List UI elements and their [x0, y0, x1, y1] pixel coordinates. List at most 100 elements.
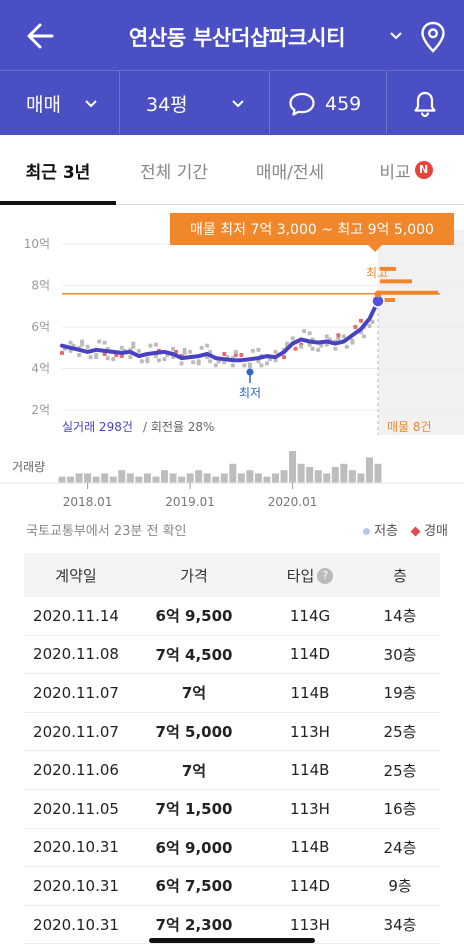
transaction-dot [139, 359, 144, 364]
tab-recent-3-years[interactable]: 최근 3년 [0, 135, 116, 205]
divider [386, 71, 387, 136]
volume-bar [246, 470, 254, 483]
transaction-dot [350, 340, 355, 345]
period-tabs: 최근 3년 전체 기간 매매/전세 비교 N [0, 135, 464, 205]
notification-button[interactable] [412, 71, 442, 136]
row-date: 2020.11.07 [33, 722, 119, 741]
transaction-dot [367, 323, 372, 328]
volume-bar [152, 476, 160, 483]
table-row[interactable]: 2020.11.08 7억 4,500 114D 30층 [24, 636, 440, 675]
row-floor: 34층 [383, 916, 417, 935]
col-header-floor: 층 [393, 566, 407, 585]
transaction-dot [119, 354, 124, 359]
high-label: 최고 [366, 266, 388, 280]
source-note: 국토교통부에서 23분 전 확인 [26, 524, 187, 539]
volume-bar [314, 470, 322, 483]
transaction-dot [293, 346, 298, 351]
volume-bar [58, 476, 66, 483]
low-label: 최저 [239, 386, 261, 400]
low-marker [246, 368, 254, 376]
row-type: 113H [290, 722, 330, 741]
y-tick-label: 10억 [24, 237, 50, 251]
listing-bar [380, 279, 412, 284]
transaction-dot [233, 353, 238, 358]
table-row[interactable]: 2020.10.31 7억 2,300 113H 34층 [24, 906, 440, 945]
tab-compare[interactable]: 비교 N [348, 135, 464, 205]
row-floor: 16층 [383, 800, 417, 819]
source-row: 국토교통부에서 23분 전 확인 저층 경매 [26, 520, 448, 544]
row-floor: 19층 [383, 684, 417, 703]
transaction-dot [361, 334, 366, 339]
transaction-dot [199, 345, 204, 350]
row-date: 2020.11.14 [33, 606, 119, 625]
volume-bar [272, 473, 280, 483]
transaction-dot [94, 355, 99, 360]
transaction-dot [242, 363, 247, 368]
back-arrow-icon[interactable] [22, 16, 62, 56]
transaction-dot [119, 345, 124, 350]
volume-bar [143, 473, 151, 483]
row-date: 2020.11.08 [33, 645, 119, 664]
transaction-dot [353, 325, 358, 329]
transaction-dot [336, 333, 341, 338]
help-icon[interactable]: ? [317, 568, 334, 584]
y-tick-label: 8억 [31, 279, 50, 293]
volume-bar [289, 451, 297, 483]
transaction-dot [131, 341, 136, 346]
transaction-dot [80, 339, 85, 344]
table-row[interactable]: 2020.10.31 6억 7,500 114D 9층 [24, 867, 440, 906]
high-marker [374, 290, 382, 298]
divider [269, 71, 270, 136]
table-row[interactable]: 2020.11.07 7억 114B 19층 [24, 674, 440, 713]
size-label: 34평 [146, 94, 188, 116]
col-header-type[interactable]: 타입? [260, 565, 360, 586]
row-date: 2020.11.05 [33, 799, 119, 818]
transaction-dot [128, 355, 133, 360]
transaction-dot [171, 346, 176, 351]
transaction-dot [259, 363, 264, 368]
transaction-dot [188, 349, 193, 354]
size-dropdown[interactable]: 34평 [146, 71, 256, 136]
volume-bar [306, 467, 314, 483]
row-price: 6억 9,500 [155, 607, 233, 626]
dot-icon [363, 528, 371, 535]
tab-label: 비교 [379, 162, 411, 183]
transaction-dot [153, 342, 158, 347]
transaction-dot [205, 343, 210, 348]
table-header: 계약일 가격 타입? 층 [24, 553, 440, 597]
transaction-dot [273, 349, 278, 354]
chevron-down-icon[interactable] [386, 26, 406, 46]
transaction-dot [250, 348, 255, 353]
volume-bar [160, 470, 168, 483]
row-price: 7억 5,000 [155, 723, 233, 742]
tab-all-period[interactable]: 전체 기간 [116, 135, 232, 205]
price-chart[interactable]: 10억 8억 6억 4억 2억 최고 최저 실거래 298건 / 회전율 28% 매물 … [0, 205, 464, 515]
complex-title[interactable]: 연산동 부산더샵파크시티 [128, 26, 346, 50]
table-row[interactable]: 2020.10.31 6억 9,000 114B 24층 [24, 829, 440, 868]
row-floor: 25층 [383, 723, 417, 742]
transaction-dot [358, 318, 363, 323]
tab-label: 전체 기간 [140, 162, 208, 183]
transaction-dot [282, 355, 287, 360]
tab-sale-jeonse[interactable]: 매매/전세 [232, 135, 348, 205]
table-row[interactable]: 2020.11.07 7억 5,000 113H 25층 [24, 713, 440, 752]
transaction-dot [182, 347, 187, 352]
location-pin-icon[interactable] [418, 20, 448, 54]
chevron-down-icon [231, 99, 244, 107]
listing-bar [380, 298, 395, 303]
volume-bar [67, 476, 75, 483]
volume-bar [92, 476, 100, 483]
deal-type-dropdown[interactable]: 매매 [26, 71, 116, 136]
volume-bar [178, 476, 186, 483]
row-date: 2020.11.07 [33, 683, 119, 702]
table-row[interactable]: 2020.11.14 6억 9,500 114G 14층 [24, 597, 440, 636]
volume-bar [263, 476, 271, 483]
volume-label: 거래량 [12, 460, 45, 474]
row-date: 2020.11.06 [33, 761, 119, 780]
transaction-dot [310, 346, 315, 351]
table-row[interactable]: 2020.11.06 7억 114B 25층 [24, 751, 440, 790]
volume-bar [297, 463, 305, 483]
row-floor: 9층 [388, 877, 412, 896]
comments-button[interactable]: 459 [288, 71, 378, 136]
table-row[interactable]: 2020.11.05 7억 1,500 113H 16층 [24, 790, 440, 829]
